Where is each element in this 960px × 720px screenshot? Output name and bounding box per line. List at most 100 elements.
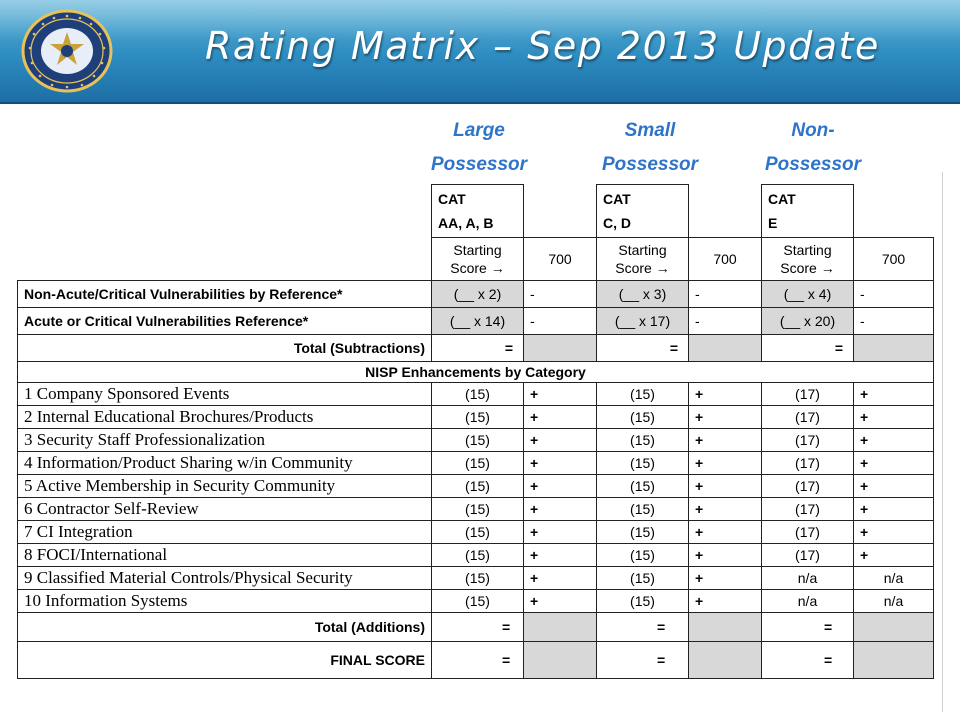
row-label: FINAL SCORE: [17, 641, 432, 679]
cell: n/a: [853, 589, 934, 613]
enhancement-row: 5 Active Membership in Security Communit…: [17, 474, 934, 498]
document-page: CAT AA, A, B CAT C, D CAT E S: [12, 172, 943, 712]
starting-score-label: Starting Score →: [431, 237, 524, 281]
starting-line: Starting: [783, 242, 832, 258]
cell: +: [688, 566, 762, 590]
cell: +: [853, 405, 934, 429]
cell: +: [853, 474, 934, 498]
cell: -: [853, 307, 934, 335]
total-subtractions-row: Total (Subtractions) = = =: [17, 334, 934, 362]
equals-cell: =: [431, 612, 524, 642]
empty-cell: [854, 185, 934, 238]
equals-cell: =: [431, 334, 524, 362]
cell: (17): [761, 428, 854, 452]
row-label: 7 CI Integration: [17, 520, 432, 544]
cell: (17): [761, 497, 854, 521]
enhancements-heading-row: NISP Enhancements by Category: [17, 361, 934, 383]
group-heading-line: Possessor: [764, 154, 862, 175]
shaded-cell: [688, 334, 762, 362]
cell: +: [688, 405, 762, 429]
empty-cell: [18, 185, 432, 238]
shaded-cell: [853, 612, 934, 642]
starting-line: Starting: [453, 242, 502, 258]
starting-score-value: 700: [688, 237, 762, 281]
cell: +: [853, 497, 934, 521]
group-heading-line: Non-: [791, 120, 835, 141]
cell: (17): [761, 382, 854, 406]
row-label: 6 Contractor Self-Review: [17, 497, 432, 521]
cell: (__ x 14): [431, 307, 524, 335]
final-score-row: FINAL SCORE = = =: [17, 641, 934, 679]
equals-cell: =: [596, 612, 689, 642]
row-label: 9 Classified Material Controls/Physical …: [17, 566, 432, 590]
category-line: CAT: [438, 191, 466, 207]
total-additions-row: Total (Additions) = = =: [17, 612, 934, 642]
vulnerability-row: Non-Acute/Critical Vulnerabilities by Re…: [17, 280, 934, 308]
cell: (15): [431, 382, 524, 406]
starting-score-value: 700: [853, 237, 934, 281]
category-line: C, D: [603, 215, 631, 231]
starting-score-row: Starting Score → 700 Starting Score → 70…: [18, 237, 934, 281]
cell: +: [688, 543, 762, 567]
cell: +: [853, 428, 934, 452]
section-heading-text: NISP Enhancements by Category: [365, 364, 586, 380]
starting-line: Score →: [450, 260, 505, 276]
cell: +: [523, 382, 597, 406]
empty-cell: [524, 185, 597, 238]
row-label: Non-Acute/Critical Vulnerabilities by Re…: [17, 280, 432, 308]
category-header-row: CAT AA, A, B CAT C, D CAT E: [18, 184, 934, 238]
row-label: 4 Information/Product Sharing w/in Commu…: [17, 451, 432, 475]
cell: +: [853, 451, 934, 475]
cell: +: [688, 382, 762, 406]
cell: +: [688, 451, 762, 475]
header-banner: Rating Matrix – Sep 2013 Update: [0, 0, 960, 104]
cell: n/a: [853, 566, 934, 590]
row-label: 1 Company Sponsored Events: [17, 382, 432, 406]
shaded-cell: [688, 641, 762, 679]
cell: +: [523, 474, 597, 498]
cell: +: [853, 543, 934, 567]
cell: (__ x 20): [761, 307, 854, 335]
starting-line: Score →: [615, 260, 670, 276]
cell: (15): [596, 543, 689, 567]
cell: +: [523, 451, 597, 475]
cell: +: [688, 589, 762, 613]
cell: (__ x 2): [431, 280, 524, 308]
banner-highlight: [0, 0, 960, 40]
cell: +: [853, 382, 934, 406]
cell: (15): [431, 451, 524, 475]
cell: +: [688, 474, 762, 498]
cell: -: [523, 280, 597, 308]
cell: +: [523, 520, 597, 544]
group-heading-line: Possessor: [430, 154, 528, 175]
category-line: AA, A, B: [438, 215, 494, 231]
rating-matrix-table: CAT AA, A, B CAT C, D CAT E S: [17, 184, 934, 679]
starting-score-value: 700: [523, 237, 597, 281]
enhancements-body: 1 Company Sponsored Events (15) + (15) + (17)…: [17, 382, 934, 613]
equals-cell: =: [761, 334, 854, 362]
equals-cell: =: [596, 641, 689, 679]
cell: (15): [596, 497, 689, 521]
cell: +: [523, 543, 597, 567]
category-header: CAT E: [761, 184, 854, 238]
cell: (15): [596, 566, 689, 590]
enhancement-row: 9 Classified Material Controls/Physical …: [17, 566, 934, 590]
cell: +: [523, 497, 597, 521]
cell: +: [523, 428, 597, 452]
enhancement-row: 2 Internal Educational Brochures/Product…: [17, 405, 934, 429]
starting-score-label: Starting Score →: [761, 237, 854, 281]
cell: (15): [596, 382, 689, 406]
starting-line: Score →: [780, 260, 835, 276]
equals-cell: =: [761, 641, 854, 679]
cell: -: [523, 307, 597, 335]
cell: +: [688, 428, 762, 452]
cell: (15): [431, 566, 524, 590]
enhancement-row: 1 Company Sponsored Events (15) + (15) + (17)…: [17, 382, 934, 406]
cell: (__ x 3): [596, 280, 689, 308]
cell: +: [688, 520, 762, 544]
row-label: 8 FOCI/International: [17, 543, 432, 567]
cell: (15): [596, 589, 689, 613]
equals-cell: =: [596, 334, 689, 362]
category-header: CAT C, D: [596, 184, 689, 238]
row-label: Total (Subtractions): [17, 334, 432, 362]
